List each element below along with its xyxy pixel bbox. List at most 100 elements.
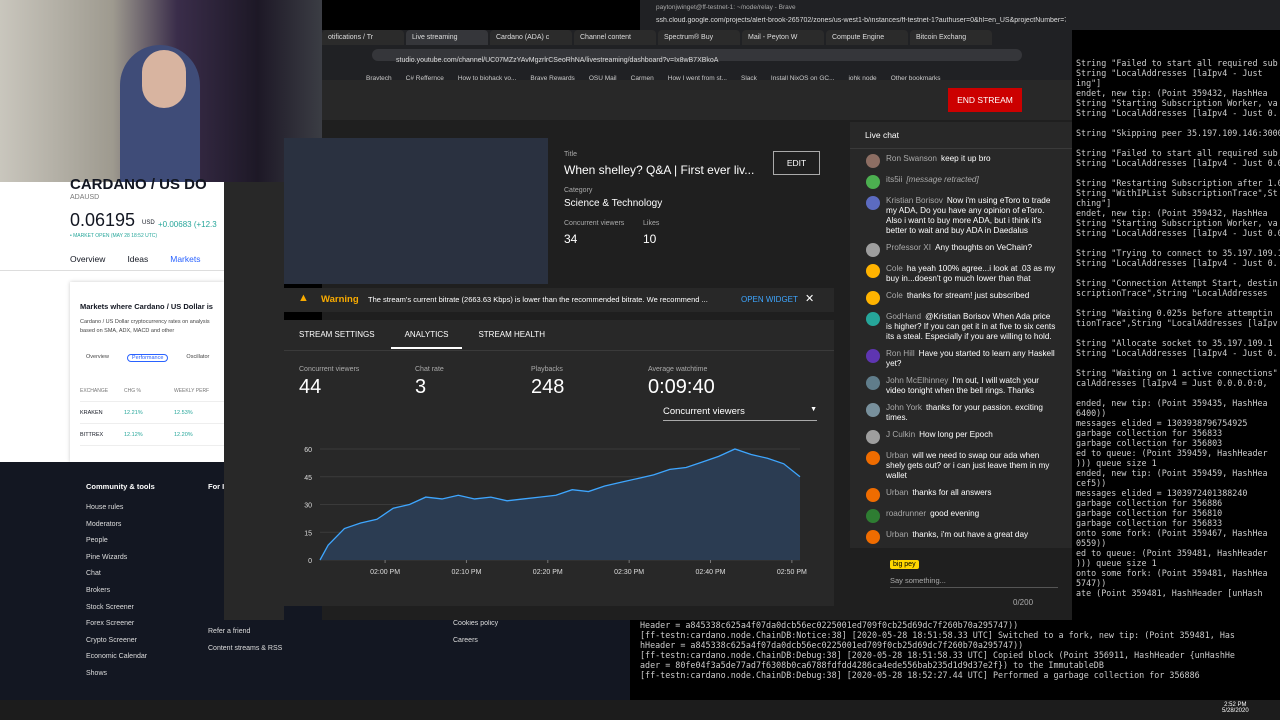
label: Likes	[643, 220, 660, 227]
terminal-line: [ff-testn:cardano.node.ChainDB:Notice:38…	[640, 630, 1235, 640]
footer-link[interactable]: Content streams & RSS	[208, 644, 283, 652]
footer-link[interactable]: Forex Screener	[86, 620, 135, 628]
bookmark[interactable]: Braytech	[366, 75, 392, 82]
nav-link[interactable]: Markets	[170, 254, 201, 264]
avatar	[866, 312, 880, 326]
chat-message: John York thanks for your passion. exciti…	[866, 403, 1056, 423]
x-tick-label: 02:10 PM	[451, 569, 481, 576]
stat: Concurrent viewers 44	[299, 366, 359, 399]
pill[interactable]: Overview	[86, 354, 109, 360]
ssh-url[interactable]: ssh.cloud.google.com/projects/alert-broo…	[656, 17, 1066, 24]
terminal-line: ate (Point 359481, HashHeader [unHash	[1076, 588, 1263, 598]
browser-tab[interactable]: Compute Engine	[826, 30, 908, 45]
pill[interactable]: Oscillator	[186, 354, 210, 360]
stat-value: 0:09:40	[648, 376, 715, 398]
analytics-tab[interactable]: STREAM SETTINGS	[299, 330, 375, 339]
bookmark[interactable]: iohk node	[848, 75, 877, 82]
browser-tab[interactable]: Mail - Peyton W	[742, 30, 824, 45]
terminal-bottom: Header = a845338c625a4f07da0dcb56ec02250…	[636, 620, 1280, 700]
terminal-window: String "Failed to start all required sub…	[1072, 0, 1280, 700]
footer-link[interactable]: Careers	[453, 636, 478, 644]
bookmark[interactable]: How I went from st...	[667, 75, 727, 82]
footer-link[interactable]: Chat	[86, 570, 101, 578]
footer-link[interactable]: Economic Calendar	[86, 653, 148, 661]
analytics-tab[interactable]: STREAM HEALTH	[478, 330, 545, 339]
divider	[284, 350, 834, 351]
table-cell: 12.53%	[174, 409, 193, 416]
footer-link[interactable]: House rules	[86, 504, 124, 511]
pills: Overview Performance Oscillator	[86, 354, 209, 362]
footer-link[interactable]: Refer a friend	[208, 628, 251, 635]
avatar	[866, 154, 880, 168]
tv-currency: USD	[142, 220, 155, 226]
chat-message: Urban thanks, i'm out have a great day	[866, 530, 1056, 544]
end-stream-button[interactable]: END STREAM	[948, 88, 1022, 112]
bookmark[interactable]: Other bookmarks	[890, 75, 941, 82]
footer-links: Cookies policy Careers	[453, 620, 498, 653]
tv-status: • MARKET OPEN (MAY 28 18:52 UTC)	[70, 233, 158, 239]
footer-link[interactable]: Moderators	[86, 520, 122, 528]
browser-tab[interactable]: Live streaming	[406, 30, 488, 45]
close-icon[interactable]: ✕	[805, 293, 815, 305]
message-body: roadrunner good evening	[886, 509, 979, 523]
terminal-line: endet, new tip: (Point 359432, HashHea	[1076, 88, 1268, 98]
pill[interactable]: Performance	[126, 354, 169, 362]
message-body: Cole thanks for stream! just subscribed	[886, 291, 1029, 305]
warning-action[interactable]: OPEN WIDGET	[741, 295, 798, 304]
message-body: John McElhinney I'm out, I will watch you…	[886, 376, 1056, 396]
message-text: thanks for your passion. exciting times.	[886, 403, 1043, 422]
terminal-line	[1076, 238, 1280, 248]
avatar	[866, 430, 880, 444]
chat-input[interactable]: Say something...	[890, 576, 1058, 588]
footer-links: House rules Moderators People Pine Wizards C…	[86, 504, 147, 687]
footer-link[interactable]: Stock Screener	[86, 603, 134, 611]
bookmark[interactable]: Carmen	[630, 75, 654, 82]
terminal-line	[1076, 328, 1280, 338]
footer-link[interactable]: Pine Wizards	[86, 553, 128, 561]
table-cell: 12.20%	[174, 431, 193, 438]
x-tick-label: 02:40 PM	[696, 569, 726, 576]
bookmark[interactable]: Install NixOS on GC...	[770, 75, 835, 82]
terminal-line: String "Connection Attempt Start, destin	[1076, 278, 1278, 288]
edit-button[interactable]: EDIT	[773, 151, 820, 175]
bookmark[interactable]: C# Reffernce	[405, 75, 444, 82]
bookmark[interactable]: Brave Rewards	[530, 75, 575, 82]
browser-tab[interactable]: Spectrum® Buy	[658, 30, 740, 45]
author: John McElhinney	[886, 376, 949, 385]
footer-link[interactable]: People	[86, 537, 108, 545]
bookmark[interactable]: Slack	[741, 75, 757, 82]
warning-text: The stream's current bitrate (2663.63 Kb…	[368, 295, 708, 304]
browser-tab[interactable]: Bitcoin Exchang	[910, 30, 992, 45]
chat-message: Urban will we need to swap our ada when s…	[866, 451, 1056, 481]
bookmark[interactable]: How to biohack yo...	[457, 75, 517, 82]
avatar	[866, 488, 880, 502]
footer-link[interactable]: Brokers	[86, 586, 111, 594]
footer-link[interactable]: Crypto Screener	[86, 636, 137, 644]
footer-link[interactable]: Cookies policy	[453, 620, 499, 627]
footer-link[interactable]: Shows	[86, 669, 108, 677]
terminal-line: onto some fork: (Point 359481, HashHea	[1076, 568, 1268, 578]
author: GodHand	[886, 312, 922, 321]
terminal-line	[1076, 118, 1280, 128]
category: Science & Technology	[564, 198, 663, 209]
analytics-tab[interactable]: ANALYTICS	[390, 330, 463, 349]
bookmark[interactable]: OSU Mail	[588, 75, 617, 82]
chat-message: roadrunner good evening	[866, 509, 1056, 523]
nav-link[interactable]: Overview	[70, 254, 106, 264]
chat-input-area: big pey Say something... 0/200	[850, 548, 1072, 620]
browser-tab[interactable]: Cardano (ADA) c	[490, 30, 572, 45]
author: John York	[886, 403, 922, 412]
address-bar[interactable]: studio.youtube.com/channel/UC07MZzYAvMgz…	[372, 49, 1022, 64]
terminal-output: Header = a845338c625a4f07da0dcb56ec02250…	[640, 620, 1235, 680]
table-cell: CHG %	[124, 387, 141, 394]
metric-select[interactable]: Concurrent viewers ▼	[663, 406, 817, 421]
viewers: 34	[564, 232, 578, 246]
browser-chrome: otifications / Tr Live streaming Cardano (…	[322, 30, 1072, 82]
clock: 2:52 PM 5/28/2020	[1222, 702, 1249, 714]
footer-head: Community & tools	[86, 482, 155, 491]
avatar	[866, 243, 880, 257]
nav-link[interactable]: Ideas	[127, 254, 149, 264]
browser-tab[interactable]: otifications / Tr	[322, 30, 404, 45]
browser-tab[interactable]: Channel content	[574, 30, 656, 45]
